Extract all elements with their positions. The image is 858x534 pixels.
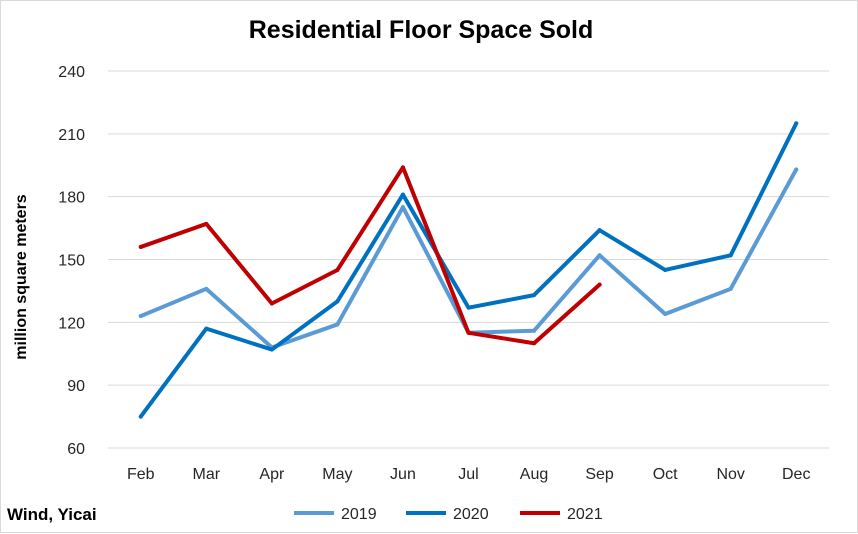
x-tick-label: May [322,466,352,483]
y-axis-label: million square meters [13,194,30,359]
x-tick-label: Jul [458,466,478,483]
x-axis-ticks: Feb Mar Apr May Jun Jul Aug Sep Oct Nov Dec [127,466,810,483]
data-point-2021 [335,267,340,272]
data-point-2020 [138,414,143,419]
series-line-2021 [138,165,602,346]
legend-label-2019: 2019 [341,506,377,523]
x-tick-label: Feb [127,466,155,483]
y-tick-label: 180 [58,190,85,207]
data-point-2020 [532,293,537,298]
data-point-2019 [204,286,209,291]
data-point-2020 [663,267,668,272]
data-point-2019 [794,167,799,172]
data-point-2019 [728,286,733,291]
y-tick-label: 150 [58,253,85,270]
series-line-2019 [138,167,799,350]
x-tick-label: Aug [520,466,548,483]
data-point-2021 [532,341,537,346]
data-point-2021 [138,244,143,249]
legend-label-2021: 2021 [567,506,603,523]
x-tick-label: Apr [259,466,285,483]
source-note: Wind, Yicai [7,505,97,524]
x-tick-label: Nov [716,466,744,483]
data-point-2020 [335,299,340,304]
x-tick-label: Oct [653,466,678,483]
legend: 2019 2020 2021 [294,506,603,523]
data-point-2019 [138,314,143,319]
data-point-2020 [400,192,405,197]
data-point-2021 [400,165,405,170]
data-point-2019 [532,328,537,333]
legend-label-2020: 2020 [453,506,489,523]
data-point-2019 [400,205,405,210]
gridlines [108,70,829,449]
data-point-2020 [204,326,209,331]
x-tick-label: Jun [390,466,416,483]
data-point-2021 [466,330,471,335]
series-line-2020 [138,121,799,419]
data-point-2020 [597,228,602,233]
y-tick-label: 210 [58,127,85,144]
data-point-2020 [728,253,733,258]
data-point-2021 [204,221,209,226]
data-point-2020 [794,121,799,126]
data-point-2020 [269,347,274,352]
series-lines [138,121,799,419]
data-point-2021 [597,282,602,287]
y-tick-label: 120 [58,315,85,332]
x-tick-label: Sep [585,466,614,483]
data-point-2019 [335,322,340,327]
data-point-2020 [466,305,471,310]
y-axis-ticks: 60 90 120 150 180 210 240 [58,64,85,458]
data-point-2019 [663,311,668,316]
x-tick-label: Dec [782,466,810,483]
data-point-2021 [269,301,274,306]
y-tick-label: 240 [58,64,85,81]
data-point-2019 [597,253,602,258]
y-tick-label: 90 [67,378,85,395]
chart-title: Residential Floor Space Sold [249,16,594,44]
x-tick-label: Mar [193,466,221,483]
y-tick-label: 60 [67,441,85,458]
